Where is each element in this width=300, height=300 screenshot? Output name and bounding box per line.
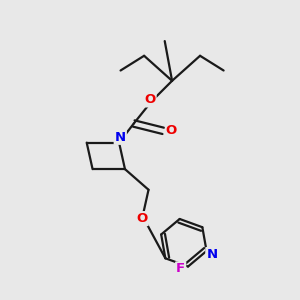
Text: F: F (176, 262, 185, 275)
Text: N: N (206, 248, 218, 261)
Text: N: N (115, 131, 126, 144)
Text: O: O (144, 93, 156, 106)
Text: O: O (166, 124, 177, 137)
Text: O: O (136, 212, 148, 225)
